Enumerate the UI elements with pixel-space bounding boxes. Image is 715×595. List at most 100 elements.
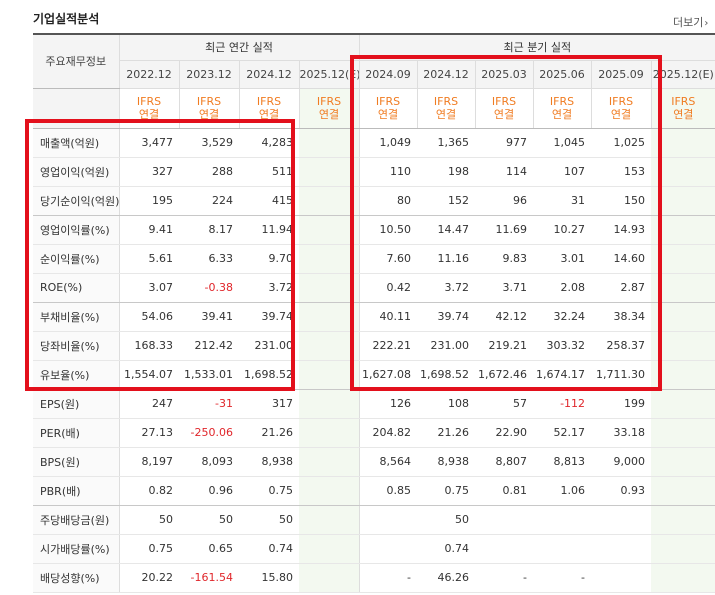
value-cell-quarter: 1,045 <box>533 128 592 158</box>
value-cell-annual <box>299 331 360 361</box>
value-cell-annual: 168.33 <box>119 331 179 361</box>
ifrs-header-annual-1: IFRS 연결 <box>178 88 239 129</box>
value-cell-annual: 8,938 <box>239 447 299 477</box>
ifrs-header-annual-3: IFRS 연결 <box>298 88 360 129</box>
ifrs-header-quarter-2: IFRS 연결 <box>474 88 534 129</box>
period-header-quarter-2: 2025.03 <box>474 60 534 88</box>
value-cell-annual: 50 <box>179 505 239 535</box>
value-cell-quarter: 39.74 <box>417 302 476 332</box>
value-cell-annual: 247 <box>119 389 179 419</box>
value-cell-annual <box>299 186 360 216</box>
value-cell-quarter: 977 <box>475 128 534 158</box>
table-row: 영업이익률(%) 9.41 8.17 11.94 10.50 14.47 11.69 10.2… <box>33 215 715 245</box>
value-cell-annual <box>299 418 360 448</box>
value-cell-annual: -31 <box>179 389 239 419</box>
value-cell-quarter <box>651 244 715 274</box>
value-cell-annual: 6.33 <box>179 244 239 274</box>
row-label: 당기순이익(억원) <box>33 186 120 216</box>
period-header-quarter-1: 2024.12 <box>416 60 476 88</box>
period-header-quarter-0: 2024.09 <box>358 60 418 88</box>
value-cell-quarter: 14.47 <box>417 215 476 245</box>
value-cell-quarter: 1,365 <box>417 128 476 158</box>
value-cell-quarter: 50 <box>417 505 476 535</box>
value-cell-annual: 20.22 <box>119 563 179 593</box>
table-row: 부채비율(%) 54.06 39.41 39.74 40.11 39.74 42.12 32.… <box>33 302 715 332</box>
table-row: 당기순이익(억원) 195 224 415 80 152 96 31 150 <box>33 186 715 216</box>
table-row: 매출액(억원) 3,477 3,529 4,283 1,049 1,365 977 1,045… <box>33 128 715 158</box>
value-cell-quarter <box>533 534 592 564</box>
ifrs-header-quarter-1: IFRS 연결 <box>416 88 476 129</box>
value-cell-quarter: 11.16 <box>417 244 476 274</box>
value-cell-quarter <box>651 360 715 390</box>
value-cell-annual: 415 <box>239 186 299 216</box>
consolidated-label: 연결 <box>377 108 399 121</box>
table-row: 배당성향(%) 20.22 -161.54 15.80-46.26- - <box>33 563 715 593</box>
value-cell-annual <box>299 302 360 332</box>
row-label: EPS(원) <box>33 389 120 419</box>
row-label: 배당성향(%) <box>33 563 120 593</box>
value-cell-quarter: 2.87 <box>591 273 652 303</box>
period-header-quarter-5: 2025.12(E) <box>650 60 715 88</box>
value-cell-quarter <box>651 273 715 303</box>
label-column-header-filler <box>33 88 120 129</box>
value-cell-quarter: 199 <box>591 389 652 419</box>
period-header-annual-1: 2023.12 <box>178 60 239 88</box>
row-label: PBR(배) <box>33 476 120 506</box>
value-cell-quarter <box>591 505 652 535</box>
ifrs-label: IFRS <box>136 95 162 108</box>
value-cell-quarter: 107 <box>533 157 592 187</box>
value-cell-quarter <box>651 418 715 448</box>
value-cell-annual: -0.38 <box>179 273 239 303</box>
value-cell-quarter: 198 <box>417 157 476 187</box>
value-cell-annual: 3,477 <box>119 128 179 158</box>
value-cell-quarter <box>651 447 715 477</box>
value-cell-annual: 511 <box>239 157 299 187</box>
more-link[interactable]: 더보기› <box>673 14 708 30</box>
period-header-annual-3: 2025.12(E) <box>298 60 360 88</box>
value-cell-quarter <box>651 215 715 245</box>
consolidated-label: 연결 <box>610 108 632 121</box>
value-cell-quarter <box>651 534 715 564</box>
value-cell-quarter <box>358 534 418 564</box>
value-cell-quarter: 10.50 <box>358 215 418 245</box>
value-cell-annual: 0.74 <box>239 534 299 564</box>
table-row: 영업이익(억원) 327 288 511 110 198 114 107 153 <box>33 157 715 187</box>
value-cell-quarter <box>651 563 715 593</box>
value-cell-annual: 11.94 <box>239 215 299 245</box>
value-cell-quarter: 153 <box>591 157 652 187</box>
value-cell-annual: 0.82 <box>119 476 179 506</box>
value-cell-quarter: 1,627.08 <box>358 360 418 390</box>
ifrs-label: IFRS <box>196 95 222 108</box>
consolidated-label: 연결 <box>198 108 220 121</box>
value-cell-quarter <box>533 505 592 535</box>
row-label: ROE(%) <box>33 273 120 303</box>
table-row: EPS(원) 247 -31 317 126 108 57 -112 199 <box>33 389 715 419</box>
row-label: 시가배당률(%) <box>33 534 120 564</box>
value-cell-quarter: 7.60 <box>358 244 418 274</box>
chevron-right-icon: › <box>704 18 709 29</box>
value-cell-annual: 0.75 <box>239 476 299 506</box>
value-cell-quarter: 219.21 <box>475 331 534 361</box>
row-label: 영업이익(억원) <box>33 157 120 187</box>
ifrs-label: IFRS <box>491 95 517 108</box>
annual-group-header: 최근 연간 실적 <box>205 41 273 55</box>
value-cell-annual <box>299 360 360 390</box>
table-row: PER(배) 27.13 -250.06 21.26 204.82 21.26 22.90 5… <box>33 418 715 448</box>
value-cell-quarter: 222.21 <box>358 331 418 361</box>
ifrs-label: IFRS <box>549 95 575 108</box>
ifrs-label: IFRS <box>608 95 634 108</box>
value-cell-quarter: 303.32 <box>533 331 592 361</box>
value-cell-annual: 8,197 <box>119 447 179 477</box>
value-cell-annual: 5.61 <box>119 244 179 274</box>
value-cell-quarter: 258.37 <box>591 331 652 361</box>
value-cell-quarter: 14.60 <box>591 244 652 274</box>
section-title: 기업실적분석 <box>33 12 100 26</box>
value-cell-quarter: 1,672.46 <box>475 360 534 390</box>
value-cell-annual <box>299 273 360 303</box>
row-label: 순이익률(%) <box>33 244 120 274</box>
value-cell-quarter <box>475 534 534 564</box>
consolidated-label: 연결 <box>551 108 573 121</box>
value-cell-annual: 0.75 <box>119 534 179 564</box>
value-cell-quarter: 32.24 <box>533 302 592 332</box>
value-cell-quarter: 9.83 <box>475 244 534 274</box>
